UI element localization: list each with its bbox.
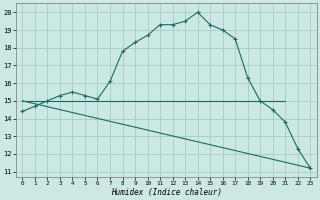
X-axis label: Humidex (Indice chaleur): Humidex (Indice chaleur)	[111, 188, 222, 197]
